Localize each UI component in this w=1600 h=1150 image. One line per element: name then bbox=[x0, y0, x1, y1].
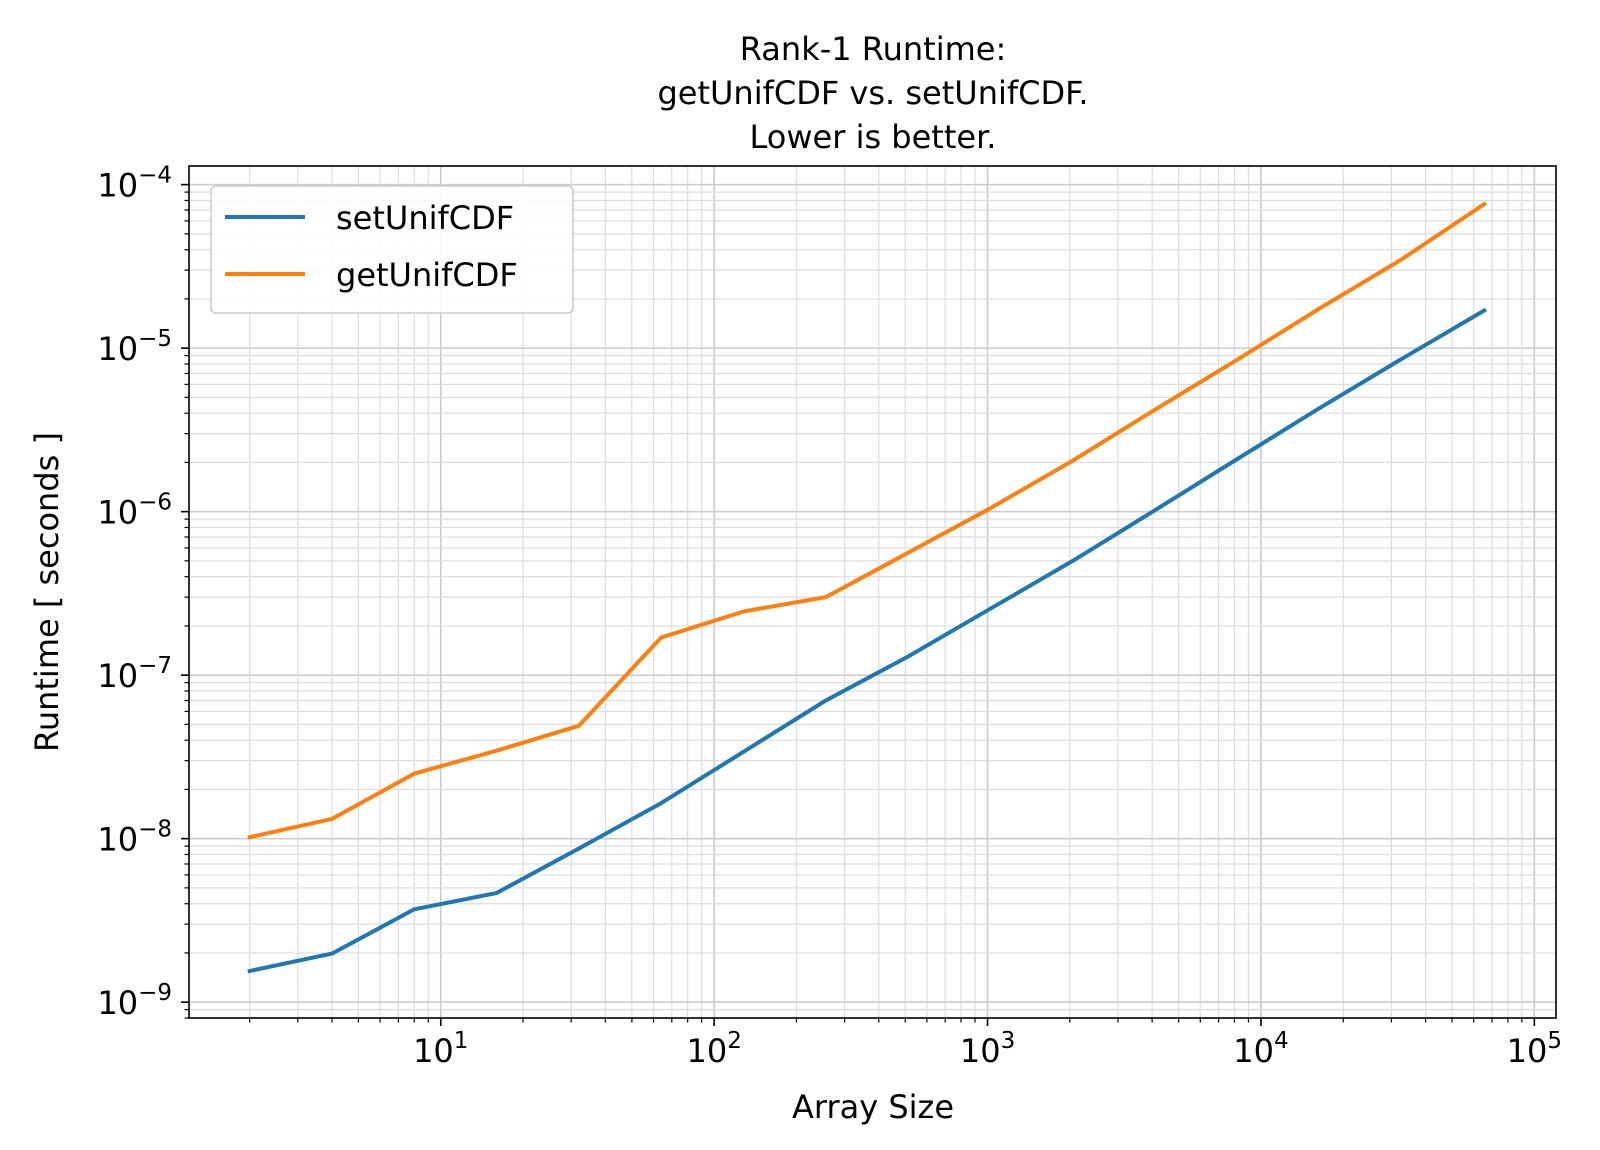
x-tick-label: 103 bbox=[960, 1028, 1015, 1070]
title-line-2: getUnifCDF vs. setUnifCDF. bbox=[657, 74, 1088, 112]
title-line-3: Lower is better. bbox=[750, 118, 997, 156]
legend-label-setunifcdf: setUnifCDF bbox=[336, 199, 514, 237]
title-line-1: Rank-1 Runtime: bbox=[740, 30, 1006, 68]
x-tick-label: 105 bbox=[1507, 1028, 1562, 1070]
y-tick-label: 10−5 bbox=[97, 326, 172, 368]
x-tick-label: 104 bbox=[1233, 1028, 1288, 1070]
series-line-setunifcdf bbox=[247, 307, 1487, 974]
legend: setUnifCDF getUnifCDF bbox=[210, 185, 574, 314]
y-tick-label: 10−8 bbox=[97, 817, 172, 859]
legend-label-getunifcdf: getUnifCDF bbox=[336, 256, 518, 294]
chart-title: Rank-1 Runtime: getUnifCDF vs. setUnifCD… bbox=[657, 30, 1088, 156]
y-tick-label: 10−9 bbox=[97, 980, 172, 1022]
x-axis-label: Array Size bbox=[792, 1088, 954, 1126]
series-line-getunifcdf bbox=[247, 201, 1487, 840]
ticks: 101 102 103 104 105 10−9 10−8 10−7 10−6 10−5 10−4 bbox=[97, 163, 1562, 1070]
y-tick-label: 10−6 bbox=[97, 490, 172, 532]
x-tick-label: 102 bbox=[686, 1028, 741, 1070]
y-axis-label: Runtime [ seconds ] bbox=[28, 432, 66, 752]
y-tick-label: 10−4 bbox=[97, 163, 172, 205]
plot-frame bbox=[188, 165, 1557, 1019]
y-tick-label: 10−7 bbox=[97, 653, 172, 695]
series-layer bbox=[247, 201, 1487, 974]
x-tick-label: 101 bbox=[413, 1028, 468, 1070]
